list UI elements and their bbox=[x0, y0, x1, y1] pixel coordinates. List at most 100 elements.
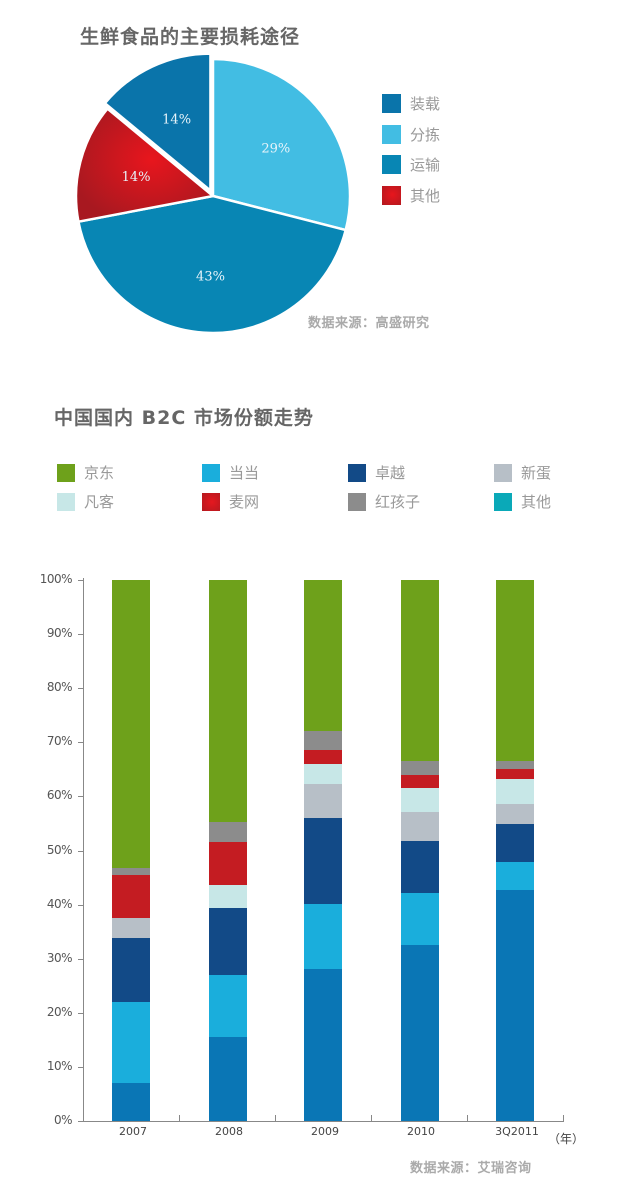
x-axis-unit: （年） bbox=[548, 1132, 585, 1146]
x-tick-label: 3Q2011 bbox=[495, 1125, 539, 1138]
bar-segment-京东 bbox=[209, 580, 247, 823]
legend-swatch-icon bbox=[382, 124, 401, 144]
bar-segment-麦网 bbox=[496, 769, 534, 780]
pie-slice-分拣 bbox=[211, 57, 352, 232]
pie-legend-item: 运输 bbox=[382, 155, 440, 174]
x-tick-mark bbox=[275, 1115, 276, 1122]
pie-legend-item: 分拣 bbox=[382, 124, 440, 144]
bar-segment-凡客 bbox=[304, 763, 342, 784]
x-tick-mark bbox=[179, 1115, 180, 1122]
pie-chart-title: 生鲜食品的主要损耗途径 bbox=[80, 26, 301, 48]
y-tick-label: 0% bbox=[53, 1113, 73, 1127]
legend-label: 其他 bbox=[521, 493, 552, 511]
bar-segment-当当 bbox=[496, 861, 534, 890]
y-tick-label: 70% bbox=[46, 734, 73, 749]
y-tick-label: 50% bbox=[46, 842, 73, 857]
y-tick-mark bbox=[78, 796, 83, 798]
bar-segment-红孩子 bbox=[401, 760, 439, 775]
pie-slices bbox=[74, 52, 352, 335]
bar-segment-新蛋 bbox=[304, 783, 342, 819]
bar-source: 数据来源：艾瑞咨询 bbox=[410, 1161, 532, 1176]
bar-segment-卓越 bbox=[401, 841, 439, 894]
x-tick-mark bbox=[563, 1115, 564, 1122]
legend-label: 运输 bbox=[410, 156, 441, 174]
y-tick-mark bbox=[78, 1012, 83, 1014]
legend-swatch-icon bbox=[202, 492, 220, 511]
x-tick-mark bbox=[467, 1115, 468, 1122]
legend-swatch-icon bbox=[382, 155, 401, 174]
bar-segment-凡客 bbox=[209, 884, 247, 908]
bar-segment-麦网 bbox=[209, 842, 247, 885]
bar-segment-麦网 bbox=[401, 774, 439, 788]
y-tick-label: 90% bbox=[46, 626, 73, 641]
pie-legend-item: 装载 bbox=[382, 94, 440, 113]
bar-segment-京东 bbox=[496, 580, 534, 762]
legend-label: 凡客 bbox=[84, 493, 115, 511]
y-tick-label: 60% bbox=[46, 788, 73, 803]
bar-segment-卓越 bbox=[209, 907, 247, 975]
bar-segment-新蛋 bbox=[112, 918, 150, 939]
pie-labels: 29% 43% 14% 14% bbox=[122, 113, 291, 285]
bar-segment-其他 bbox=[304, 968, 342, 1121]
y-tick-mark bbox=[78, 1066, 83, 1068]
y-tick-label: 40% bbox=[46, 896, 73, 911]
bar-segment-卓越 bbox=[496, 823, 534, 862]
bar-segment-红孩子 bbox=[496, 761, 534, 770]
y-tick-mark bbox=[78, 688, 83, 690]
bar-segment-卓越 bbox=[304, 818, 342, 905]
pie-slice-运输 bbox=[76, 194, 348, 335]
pie-slice-label: 14% bbox=[162, 113, 191, 128]
bar-segment-京东 bbox=[304, 580, 342, 731]
bar-segment-当当 bbox=[304, 904, 342, 969]
bar-segment-其他 bbox=[112, 1083, 150, 1121]
bar-legend-item: 卓越 bbox=[348, 463, 405, 482]
pie-slice-其他 bbox=[74, 106, 216, 224]
y-tick-label: 30% bbox=[46, 950, 73, 965]
bar-segment-京东 bbox=[401, 580, 439, 761]
legend-label: 当当 bbox=[229, 464, 260, 482]
x-tick-mark bbox=[371, 1115, 372, 1122]
x-tick-label: 2008 bbox=[215, 1125, 243, 1138]
y-tick-label: 100% bbox=[39, 572, 73, 586]
y-tick-mark bbox=[78, 634, 83, 636]
pie-legend-item: 其他 bbox=[382, 185, 441, 205]
pie-slice-装载 bbox=[103, 52, 212, 194]
legend-label: 红孩子 bbox=[375, 493, 421, 511]
pie-chart: 29% 43% 14% 14% bbox=[74, 52, 352, 335]
y-tick-mark bbox=[78, 850, 83, 852]
bar-segment-新蛋 bbox=[496, 803, 534, 824]
y-tick-label: 10% bbox=[46, 1058, 73, 1073]
bar-segment-当当 bbox=[209, 974, 247, 1038]
y-tick-mark bbox=[78, 1121, 83, 1122]
bar-segment-京东 bbox=[112, 580, 150, 868]
legend-swatch-icon bbox=[202, 463, 220, 482]
y-axis-line bbox=[83, 578, 84, 1122]
legend-swatch-icon bbox=[382, 185, 401, 205]
bar-legend-item: 京东 bbox=[57, 463, 114, 482]
bar-segment-其他 bbox=[209, 1037, 247, 1121]
bar-segment-其他 bbox=[496, 889, 534, 1121]
legend-swatch-icon bbox=[348, 463, 366, 482]
bar-segment-当当 bbox=[112, 1001, 150, 1084]
legend-swatch-icon bbox=[494, 463, 512, 482]
pie-slice-label: 43% bbox=[196, 269, 225, 284]
pie-slice-label: 14% bbox=[122, 170, 151, 185]
bar-segment-红孩子 bbox=[304, 730, 342, 750]
legend-label: 其他 bbox=[410, 186, 441, 205]
legend-swatch-icon bbox=[57, 492, 75, 511]
bar-legend-item: 红孩子 bbox=[348, 492, 420, 511]
pie-slice-label: 29% bbox=[261, 141, 290, 156]
legend-label: 装载 bbox=[410, 95, 441, 113]
bar-legend-item: 其他 bbox=[494, 492, 551, 511]
legend-label: 麦网 bbox=[229, 493, 260, 511]
legend-swatch-icon bbox=[348, 492, 366, 511]
x-tick-label: 2007 bbox=[119, 1125, 147, 1138]
bar-segment-当当 bbox=[401, 893, 439, 946]
legend-swatch-icon bbox=[382, 94, 401, 113]
y-tick-mark bbox=[78, 742, 83, 744]
bar-segment-新蛋 bbox=[401, 811, 439, 842]
bar-segment-卓越 bbox=[112, 938, 150, 1002]
y-tick-mark bbox=[78, 904, 83, 906]
bar-legend-item: 凡客 bbox=[57, 492, 114, 511]
y-tick-label: 20% bbox=[46, 1004, 73, 1019]
